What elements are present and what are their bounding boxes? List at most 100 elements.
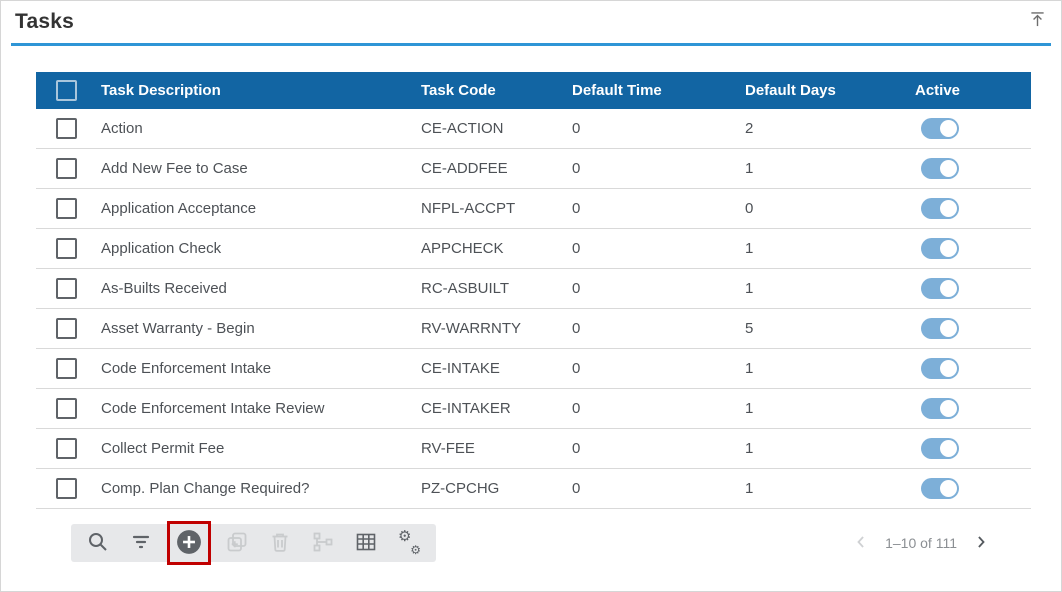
active-toggle[interactable] <box>921 118 959 139</box>
cell-description: Code Enforcement Intake Review <box>101 400 325 417</box>
active-cell <box>915 158 1031 179</box>
filter-icon <box>129 530 153 557</box>
table-body: Action CE-ACTION 0 2 Add New Fee to Case… <box>36 109 1031 509</box>
toggle-knob <box>940 440 957 457</box>
cell-default-days: 1 <box>745 400 754 417</box>
toggle-knob <box>940 320 957 337</box>
cell-default-days: 1 <box>745 160 754 177</box>
pagination: 1–10 of 111 <box>849 531 993 555</box>
row-checkbox[interactable] <box>56 398 77 419</box>
cell-code: RV-FEE <box>421 440 475 457</box>
toggle-knob <box>940 120 957 137</box>
table-view-button[interactable] <box>349 526 383 560</box>
row-checkbox[interactable] <box>56 478 77 499</box>
toggle-knob <box>940 360 957 377</box>
cell-description: Collect Permit Fee <box>101 440 225 457</box>
row-checkbox[interactable] <box>56 318 77 339</box>
select-all-cell <box>36 80 101 101</box>
active-toggle[interactable] <box>921 238 959 259</box>
table-row[interactable]: Add New Fee to Case CE-ADDFEE 0 1 <box>36 149 1031 189</box>
cell-default-time: 0 <box>572 120 581 137</box>
toggle-knob <box>940 160 957 177</box>
cell-default-time: 0 <box>572 480 581 497</box>
cell-default-days: 1 <box>745 280 754 297</box>
cell-default-time: 0 <box>572 240 581 257</box>
active-toggle[interactable] <box>921 398 959 419</box>
row-checkbox[interactable] <box>56 358 77 379</box>
cell-default-days: 2 <box>745 120 754 137</box>
cell-description: Application Acceptance <box>101 200 257 217</box>
row-checkbox[interactable] <box>56 118 77 139</box>
active-toggle[interactable] <box>921 278 959 299</box>
toggle-knob <box>940 280 957 297</box>
active-toggle[interactable] <box>921 438 959 459</box>
row-checkbox[interactable] <box>56 438 77 459</box>
active-toggle[interactable] <box>921 358 959 379</box>
add-circle-icon <box>176 529 202 558</box>
active-cell <box>915 278 1031 299</box>
row-checkbox[interactable] <box>56 198 77 219</box>
arrow-up-to-line-icon <box>1027 9 1048 35</box>
filter-button[interactable] <box>124 526 158 560</box>
delete-button <box>263 526 297 560</box>
checkbox-cell <box>36 478 101 499</box>
column-header-active[interactable]: Active <box>915 82 961 99</box>
search-button[interactable] <box>81 526 115 560</box>
accent-divider <box>11 43 1051 46</box>
table-row[interactable]: Comp. Plan Change Required? PZ-CPCHG 0 1 <box>36 469 1031 509</box>
table-row[interactable]: Application Acceptance NFPL-ACCPT 0 0 <box>36 189 1031 229</box>
table-row[interactable]: Asset Warranty - Begin RV-WARRNTY 0 5 <box>36 309 1031 349</box>
cell-default-time: 0 <box>572 160 581 177</box>
collapse-panel-button[interactable] <box>1025 10 1049 34</box>
grid-toolbar: ⚙ ⚙ <box>71 521 436 565</box>
cell-code: RC-ASBUILT <box>421 280 510 297</box>
row-checkbox[interactable] <box>56 278 77 299</box>
cell-default-days: 1 <box>745 440 754 457</box>
table-row[interactable]: Collect Permit Fee RV-FEE 0 1 <box>36 429 1031 469</box>
add-task-button[interactable] <box>172 526 206 560</box>
hierarchy-icon <box>311 530 335 557</box>
active-toggle[interactable] <box>921 318 959 339</box>
table-row[interactable]: Application Check APPCHECK 0 1 <box>36 229 1031 269</box>
toggle-knob <box>940 240 957 257</box>
table-header-row: Task Description Task Code Default Time … <box>36 72 1031 109</box>
settings-gears-icon: ⚙ ⚙ <box>398 528 421 557</box>
column-header-task-code[interactable]: Task Code <box>421 82 496 99</box>
active-cell <box>915 478 1031 499</box>
settings-button[interactable]: ⚙ ⚙ <box>392 526 426 560</box>
table-row[interactable]: Code Enforcement Intake Review CE-INTAKE… <box>36 389 1031 429</box>
column-header-default-time[interactable]: Default Time <box>572 82 662 99</box>
title-bar: Tasks <box>1 1 1061 43</box>
toggle-knob <box>940 480 957 497</box>
active-cell <box>915 238 1031 259</box>
cell-default-days: 1 <box>745 240 754 257</box>
active-toggle[interactable] <box>921 198 959 219</box>
cell-description: Application Check <box>101 240 222 257</box>
chevron-right-icon <box>971 532 991 555</box>
cell-default-time: 0 <box>572 200 581 217</box>
column-header-task-description[interactable]: Task Description <box>101 82 221 99</box>
checkbox-cell <box>36 398 101 419</box>
table-row[interactable]: Action CE-ACTION 0 2 <box>36 109 1031 149</box>
row-checkbox[interactable] <box>56 158 77 179</box>
table-row[interactable]: As-Builts Received RC-ASBUILT 0 1 <box>36 269 1031 309</box>
duplicate-icon <box>225 530 249 557</box>
checkbox-cell <box>36 358 101 379</box>
table-container: Task Description Task Code Default Time … <box>1 46 1061 565</box>
row-checkbox[interactable] <box>56 238 77 259</box>
active-cell <box>915 358 1031 379</box>
checkbox-cell <box>36 318 101 339</box>
cell-code: CE-INTAKE <box>421 360 500 377</box>
active-toggle[interactable] <box>921 478 959 499</box>
column-header-default-days[interactable]: Default Days <box>745 82 836 99</box>
table-row[interactable]: Code Enforcement Intake CE-INTAKE 0 1 <box>36 349 1031 389</box>
cell-description: Asset Warranty - Begin <box>101 320 255 337</box>
select-all-checkbox[interactable] <box>56 80 77 101</box>
cell-code: APPCHECK <box>421 240 504 257</box>
next-page-button[interactable] <box>969 531 993 555</box>
cell-default-days: 1 <box>745 480 754 497</box>
cell-default-days: 0 <box>745 200 754 217</box>
active-toggle[interactable] <box>921 158 959 179</box>
toggle-knob <box>940 400 957 417</box>
chevron-left-icon <box>851 532 871 555</box>
